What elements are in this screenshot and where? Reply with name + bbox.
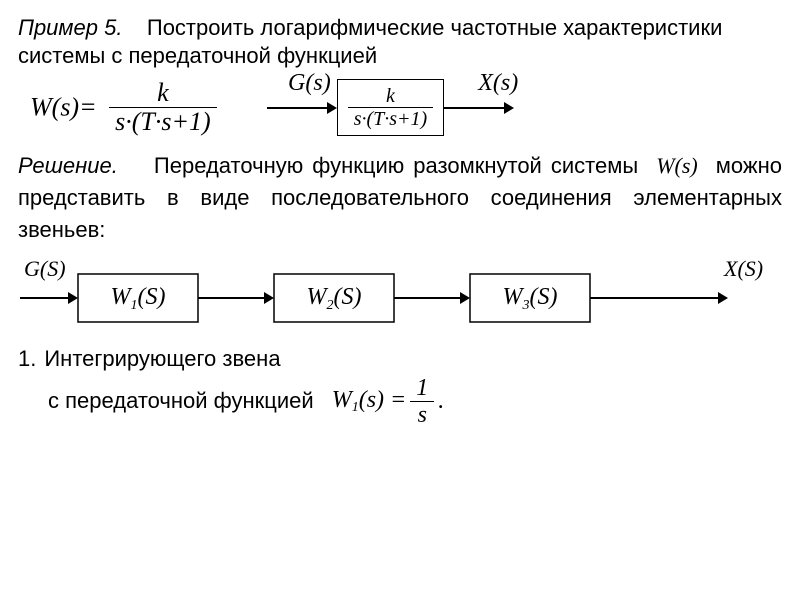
eq-num: k	[109, 80, 217, 108]
cascade-svg: G(S) W1(S) W2(S) W3(S) X(S)	[18, 256, 782, 328]
arrow-out-icon	[444, 98, 514, 118]
example-title: Пример 5. Построить логарифмические част…	[18, 14, 782, 69]
w1-args: (s) =	[359, 387, 407, 413]
block-num: k	[348, 86, 434, 108]
block-den: s·(T·s+1)	[348, 108, 434, 129]
w1-den: s	[410, 402, 434, 427]
title-lead: Пример 5.	[18, 15, 122, 40]
list-num-1: 1.	[18, 346, 36, 372]
xs-label: X(s)	[478, 70, 518, 97]
cascade-output-label: X(S)	[723, 256, 763, 281]
tf-block: k s·(T·s+1)	[337, 79, 445, 136]
equation-and-block-row: W(s)= k s·(T·s+1) G(s) k s·(T·s+1)	[18, 79, 782, 136]
w1-sub: 1	[352, 400, 359, 415]
cascade-input-label: G(S)	[24, 256, 66, 281]
gs-label: G(s)	[288, 70, 331, 97]
list-item-1: 1. Интегрирующего звена с передаточной ф…	[18, 346, 782, 427]
input-arrow-group: G(s)	[267, 98, 337, 118]
ws-inline: W(s)	[656, 153, 698, 178]
list-text-line2: с передаточной функцией	[48, 388, 314, 414]
solution-lead: Решение.	[18, 153, 118, 178]
single-block-diagram: G(s) k s·(T·s+1) X(s)	[267, 79, 515, 136]
cascade-box-2: W2(S)	[307, 284, 362, 313]
w1-lhs: W	[332, 387, 352, 413]
w1-formula: W1(s) = 1 s .	[332, 376, 445, 427]
w1-num: 1	[410, 376, 434, 402]
output-arrow-group: X(s)	[444, 98, 514, 118]
w1-tail: .	[438, 388, 444, 415]
cascade-box-3: W3(S)	[503, 284, 558, 313]
eq-lhs: W(s)=	[30, 93, 97, 122]
arrow-in-icon	[267, 98, 337, 118]
cascade-block-diagram: G(S) W1(S) W2(S) W3(S) X(S)	[18, 256, 782, 328]
eq-fraction: k s·(T·s+1)	[109, 80, 217, 135]
title-rest: Построить логарифмические частотные хара…	[18, 15, 722, 68]
transfer-function-eq: W(s)= k s·(T·s+1)	[30, 80, 217, 135]
eq-den: s·(T·s+1)	[109, 108, 217, 135]
solution-text: Передаточную функцию разомкнутой системы…	[18, 153, 782, 242]
solution-paragraph: Решение. Передаточную функцию разомкнуто…	[18, 150, 782, 246]
list-text-line1: Интегрирующего звена	[44, 346, 280, 372]
cascade-box-1: W1(S)	[111, 284, 166, 313]
